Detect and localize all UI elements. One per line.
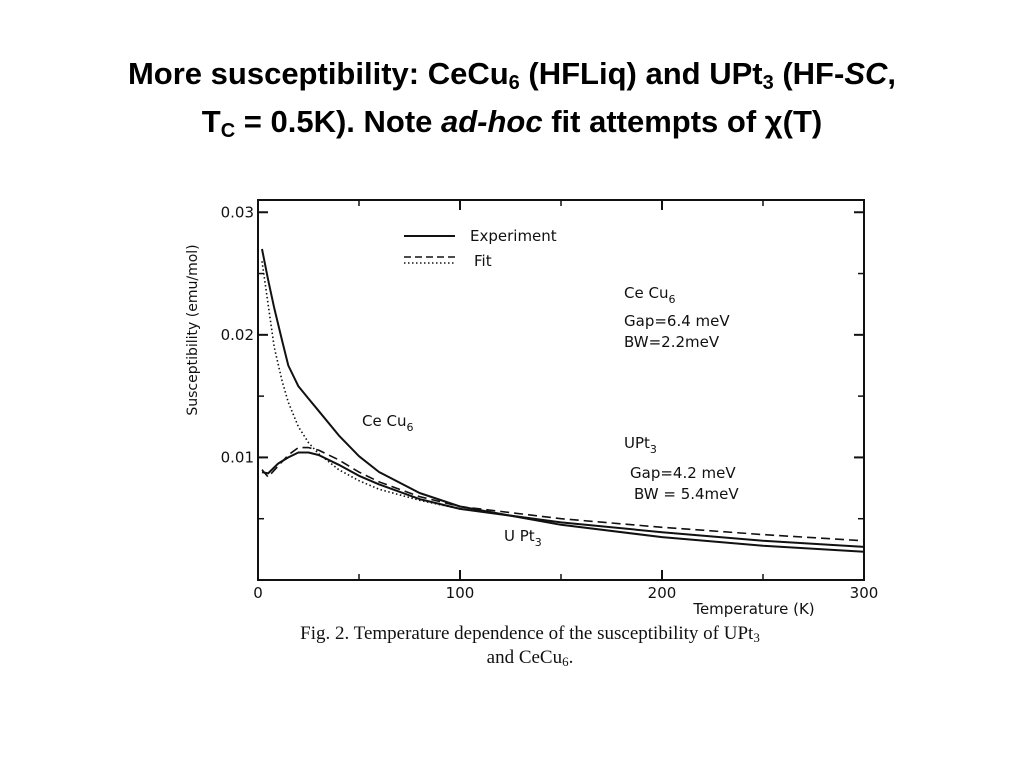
series-line-0 (261, 248, 865, 553)
legend: Experiment Fit (404, 227, 557, 270)
caption-line2: and CeCu6. (486, 647, 574, 669)
x-axis-label: Temperature (K) (692, 600, 814, 618)
x-tick-label: 0 (253, 584, 263, 602)
cecu6-curve-label: Ce Cu6 (362, 412, 413, 434)
x-tick-label: 100 (446, 584, 475, 602)
slide-title: More susceptibility: CeCu6 (HFLiq) and U… (40, 50, 984, 146)
slide-title-line2: TC = 0.5K). Note ad-hoc fit attempts of … (201, 104, 823, 142)
y-axis-label: Susceptibility (emu/mol) (185, 244, 201, 415)
cecu6-top-label: Ce Cu6 (624, 284, 675, 306)
x-tick-label: 200 (648, 584, 677, 602)
chi-symbol: χ (764, 104, 783, 139)
cecu6-bw-label: BW=2.2meV (624, 333, 720, 351)
legend-experiment-label: Experiment (470, 227, 557, 245)
caption-line1: Fig. 2. Temperature dependence of the su… (300, 623, 760, 645)
slide-title-line1: More susceptibility: CeCu6 (HFLiq) and U… (127, 56, 897, 94)
upt3-bw-label: BW = 5.4meV (634, 485, 739, 503)
x-tick-label: 300 (850, 584, 879, 602)
axis-tick-labels: 0 100 200 300 0.01 0.02 0.03 (221, 203, 879, 602)
legend-fit-label: Fit (474, 252, 492, 270)
series-line-3 (261, 446, 865, 542)
axis-ticks (257, 200, 865, 580)
y-tick-label: 0.03 (221, 203, 254, 221)
susceptibility-chart: 0 100 200 300 0.01 0.02 0.03 Temperature (K) S… (185, 199, 879, 618)
upt3-curve-label: U Pt3 (504, 527, 542, 549)
annotations: Ce Cu6 Gap=6.4 meV BW=2.2meV Ce Cu6 UPt3… (362, 284, 739, 549)
series-layer (261, 248, 865, 553)
y-tick-label: 0.01 (221, 448, 254, 466)
y-tick-label: 0.02 (221, 326, 254, 344)
upt3-gap-label: Gap=4.2 meV (630, 464, 736, 482)
upt3-right-label: UPt3 (624, 434, 657, 456)
series-line-2 (261, 451, 865, 548)
series-line-1 (261, 261, 461, 510)
figure-caption: Fig. 2. Temperature dependence of the su… (150, 622, 910, 670)
cecu6-gap-label: Gap=6.4 meV (624, 312, 730, 330)
